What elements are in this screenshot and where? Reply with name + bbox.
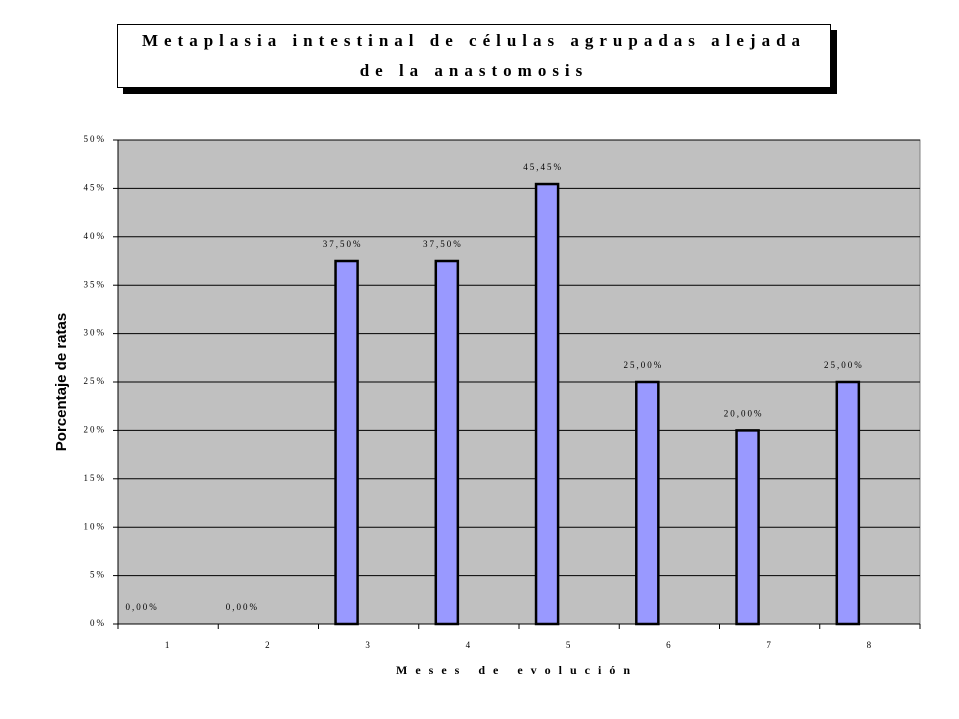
y-tick-label: 20%	[84, 424, 107, 434]
y-axis-label: Porcentaje de ratas	[53, 313, 70, 451]
y-tick-label: 0%	[90, 618, 106, 628]
data-label: 45,45%	[523, 162, 563, 172]
data-label: 37,50%	[423, 239, 463, 249]
y-tick-label: 40%	[84, 231, 107, 241]
x-tick-label: 8	[867, 640, 874, 650]
x-tick-label: 2	[265, 640, 272, 650]
y-tick-label: 10%	[84, 521, 107, 531]
x-tick-label: 1	[165, 640, 172, 650]
data-label: 25,00%	[824, 360, 864, 370]
y-tick-label: 45%	[84, 182, 107, 192]
x-tick-label: 5	[566, 640, 573, 650]
x-tick-label: 4	[466, 640, 473, 650]
x-tick-label: 7	[766, 640, 773, 650]
bar	[534, 182, 560, 626]
bar	[835, 380, 861, 626]
data-label: 0,00%	[125, 602, 158, 612]
y-tick-label: 50%	[84, 134, 107, 144]
x-tick-label: 3	[365, 640, 372, 650]
y-tick-label: 35%	[84, 279, 107, 289]
bar	[434, 259, 460, 626]
y-tick-label: 25%	[84, 376, 107, 386]
bar	[735, 429, 760, 626]
data-label: 25,00%	[623, 360, 663, 370]
y-tick-label: 15%	[84, 473, 107, 483]
bar	[635, 380, 660, 626]
y-tick-label: 5%	[90, 570, 106, 580]
data-label: 37,50%	[323, 239, 363, 249]
chart-title: Metaplasia intestinal de células agrupad…	[117, 24, 831, 88]
y-tick-label: 30%	[84, 328, 107, 338]
x-tick-label: 6	[666, 640, 673, 650]
x-axis-label: Meses de evolución	[396, 663, 638, 677]
bar	[334, 259, 359, 626]
data-label: 0,00%	[226, 602, 259, 612]
data-label: 20,00%	[724, 408, 764, 418]
